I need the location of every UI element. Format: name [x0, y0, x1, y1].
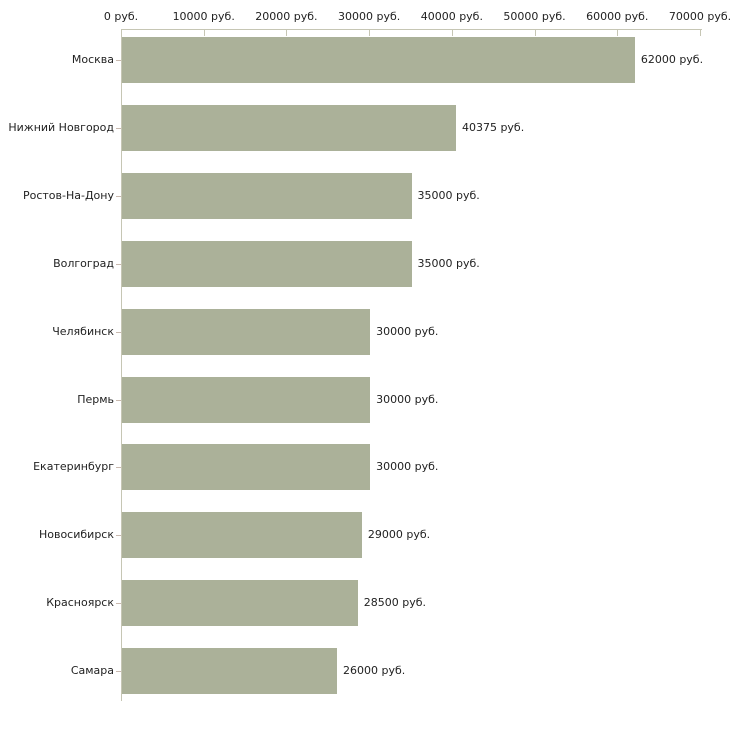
- category-label: Пермь: [77, 392, 114, 406]
- y-axis-line: [121, 29, 122, 701]
- bar: [122, 308, 371, 355]
- x-axis-tick-label: 60000 руб.: [586, 10, 649, 23]
- x-axis-tick-label: 50000 руб.: [503, 10, 566, 23]
- category-tick: [116, 60, 121, 61]
- value-label: 26000 руб.: [343, 664, 406, 678]
- value-label: 30000 руб.: [376, 460, 439, 474]
- category-label: Екатеринбург: [33, 460, 114, 474]
- category-tick: [116, 467, 121, 469]
- category-tick: [116, 127, 121, 129]
- x-axis-tick-label: 70000 руб.: [668, 10, 730, 23]
- bar: [122, 104, 456, 151]
- x-axis-tick: [534, 30, 536, 36]
- x-axis-line: [121, 29, 702, 30]
- bar: [122, 648, 338, 695]
- category-label: Нижний Новгород: [8, 120, 114, 134]
- x-axis-tick-label: 20000 руб.: [255, 10, 318, 23]
- x-axis-tick: [617, 30, 619, 36]
- bar: [122, 376, 371, 423]
- x-axis-tick: [203, 30, 205, 36]
- category-tick: [116, 399, 121, 401]
- value-label: 28500 руб.: [363, 596, 426, 610]
- bar: [122, 444, 371, 491]
- value-label: 40375 руб.: [461, 120, 525, 134]
- category-label: Москва: [71, 53, 114, 66]
- value-label: 62000 руб.: [640, 53, 704, 66]
- value-label: 35000 руб.: [417, 256, 480, 270]
- x-axis-tick: [700, 30, 701, 36]
- bar: [122, 512, 362, 559]
- x-axis-tick-label: 30000 руб.: [338, 10, 401, 23]
- category-label: Красноярск: [46, 596, 114, 610]
- category-tick: [116, 671, 121, 673]
- x-axis-tick: [121, 30, 122, 36]
- category-label: Волгоград: [53, 256, 114, 270]
- category-tick: [116, 195, 121, 197]
- x-axis-tick: [451, 30, 453, 36]
- category-tick: [116, 535, 121, 537]
- x-axis-tick: [286, 30, 288, 36]
- bar: [122, 240, 412, 287]
- x-axis-tick-label: 10000 руб.: [172, 10, 235, 23]
- x-axis-tick-label: 0 руб.: [103, 10, 139, 23]
- x-axis-tick: [369, 30, 371, 36]
- value-label: 30000 руб.: [376, 392, 439, 406]
- x-axis-tick-label: 40000 руб.: [420, 10, 483, 23]
- bar: [122, 172, 412, 219]
- value-label: 35000 руб.: [417, 188, 480, 202]
- category-tick: [116, 331, 121, 333]
- category-label: Челябинск: [52, 324, 114, 338]
- category-label: Самара: [70, 664, 114, 678]
- category-label: Ростов-На-Дону: [22, 188, 114, 202]
- bar: [122, 37, 635, 83]
- value-label: 30000 руб.: [376, 324, 439, 338]
- category-label: Новосибирск: [38, 528, 114, 542]
- category-tick: [116, 263, 121, 265]
- value-label: 29000 руб.: [367, 528, 431, 542]
- bar: [122, 580, 358, 627]
- category-tick: [116, 603, 121, 605]
